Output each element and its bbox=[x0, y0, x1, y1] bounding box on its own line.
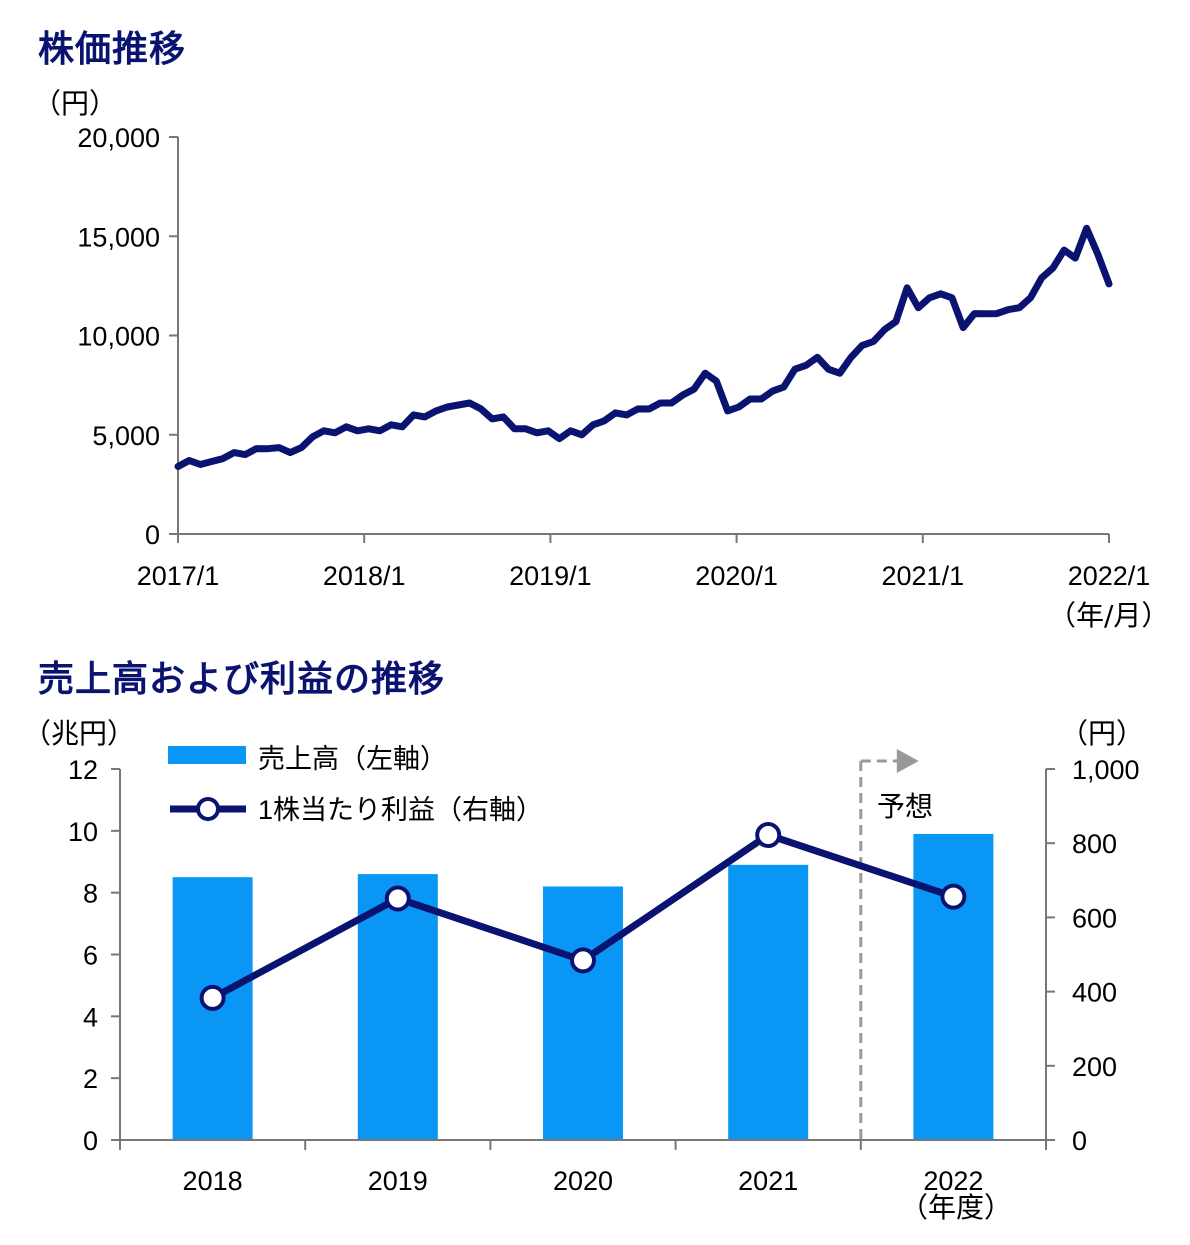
earnings-x-unit-label: （年度） bbox=[900, 1191, 1013, 1224]
stock-x-tick-label: 2019/1 bbox=[509, 561, 592, 591]
eps-point bbox=[570, 947, 596, 974]
eps-point bbox=[940, 883, 967, 910]
earnings-right-tick-label: 600 bbox=[1072, 903, 1117, 933]
stock-x-tick-label: 2017/1 bbox=[137, 561, 220, 591]
legend-sales-swatch bbox=[168, 746, 246, 764]
stock-x-tick-label: 2021/1 bbox=[882, 561, 965, 591]
sales-bar bbox=[728, 864, 809, 1140]
stock-price-line bbox=[174, 224, 1113, 470]
legend-sales-label: 売上高（左軸） bbox=[258, 744, 447, 774]
earnings-left-tick-label: 12 bbox=[68, 755, 98, 785]
forecast-arrow-icon bbox=[896, 749, 919, 773]
earnings-right-tick-label: 0 bbox=[1072, 1126, 1087, 1156]
eps-point bbox=[755, 822, 782, 849]
earnings-chart-title: 売上高および利益の推移 bbox=[38, 659, 446, 700]
stock-x-unit-label: （年/月） bbox=[1048, 599, 1170, 632]
sales-bar bbox=[357, 874, 438, 1140]
legend-eps-marker bbox=[196, 797, 220, 821]
sales-bar bbox=[543, 886, 623, 1140]
earnings-right-tick-label: 800 bbox=[1072, 829, 1117, 859]
stock-x-tick-label: 2020/1 bbox=[695, 561, 778, 591]
stock-chart-title: 株価推移 bbox=[38, 29, 187, 70]
earnings-left-tick-label: 0 bbox=[83, 1126, 98, 1156]
earnings-left-tick-label: 6 bbox=[83, 941, 98, 971]
earnings-left-tick-label: 2 bbox=[83, 1064, 98, 1094]
stock-y-tick-label: 20,000 bbox=[77, 123, 160, 153]
stock-y-tick-label: 5,000 bbox=[92, 421, 160, 451]
earnings-left-tick-label: 10 bbox=[68, 817, 98, 847]
earnings-right-tick-label: 400 bbox=[1072, 978, 1117, 1008]
earnings-right-tick-label: 200 bbox=[1072, 1052, 1117, 1082]
earnings-x-tick-label: 2018 bbox=[183, 1166, 243, 1196]
earnings-left-tick-label: 4 bbox=[83, 1002, 98, 1032]
earnings-x-tick-label: 2022 bbox=[923, 1166, 983, 1196]
earnings-left-unit-label: （兆円） bbox=[23, 717, 136, 750]
earnings-x-tick-label: 2021 bbox=[738, 1166, 798, 1196]
stock-y-tick-label: 0 bbox=[145, 520, 160, 550]
earnings-right-unit-label: （円） bbox=[1060, 717, 1145, 750]
sales-bar bbox=[913, 833, 994, 1140]
stock-x-tick-label: 2018/1 bbox=[323, 561, 406, 591]
eps-point bbox=[199, 984, 226, 1011]
legend-eps-label: 1株当たり利益（右軸） bbox=[258, 795, 543, 825]
earnings-x-tick-label: 2020 bbox=[553, 1166, 613, 1196]
eps-point bbox=[384, 885, 411, 912]
earnings-left-tick-label: 8 bbox=[83, 879, 98, 909]
earnings-x-tick-label: 2019 bbox=[368, 1166, 428, 1196]
stock-x-tick-label: 2022/1 bbox=[1068, 561, 1151, 591]
forecast-label: 予想 bbox=[877, 790, 934, 823]
earnings-right-tick-label: 1,000 bbox=[1072, 755, 1140, 785]
stock-y-tick-label: 15,000 bbox=[77, 222, 160, 252]
stock-y-tick-label: 10,000 bbox=[77, 322, 160, 352]
stock-y-unit-label: （円） bbox=[33, 87, 118, 120]
stock-price-chart: 0 5,000 10,000 15,000 20,000 2017/1 2018/1 2019… bbox=[77, 123, 1151, 591]
